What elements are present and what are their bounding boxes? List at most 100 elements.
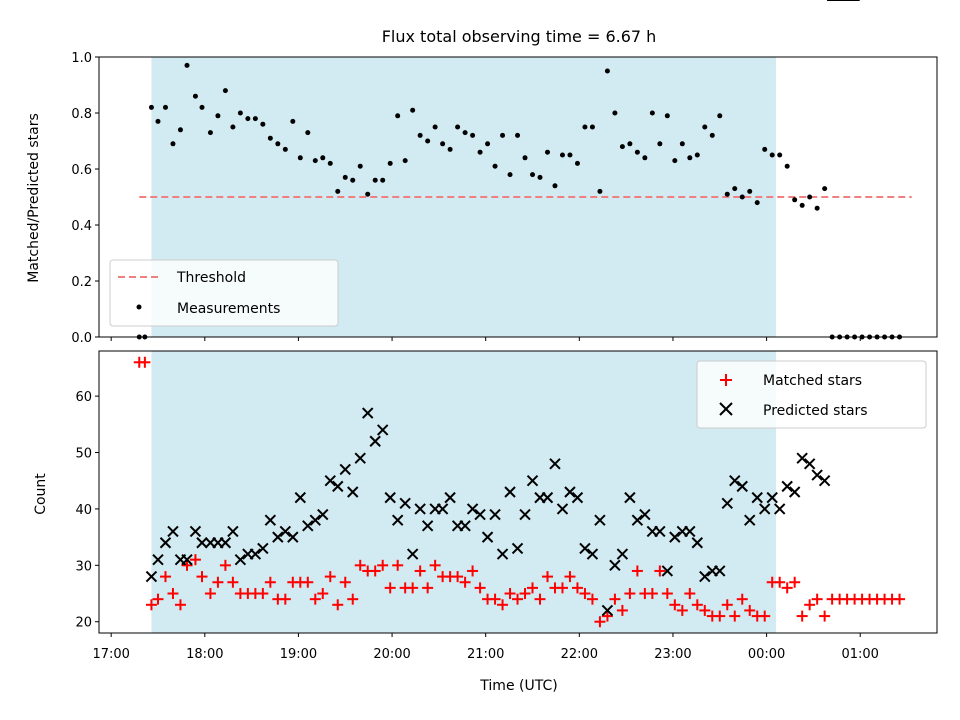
matched-star-point bbox=[159, 571, 171, 583]
x-tick-label: 20:00 bbox=[373, 647, 410, 662]
measurement-point bbox=[552, 183, 558, 189]
measurement-point bbox=[507, 172, 513, 178]
predicted-star-point bbox=[549, 458, 561, 470]
predicted-star-point bbox=[556, 503, 569, 515]
predicted-star-point bbox=[279, 525, 292, 538]
measurement-point bbox=[485, 141, 491, 147]
matched-star-point bbox=[204, 588, 216, 600]
matched-star-point bbox=[369, 565, 381, 577]
matched-star-point bbox=[534, 593, 546, 605]
measurement-point bbox=[649, 110, 655, 116]
predicted-star-point bbox=[541, 491, 554, 504]
matched-star-point bbox=[377, 559, 389, 571]
measurement-point bbox=[305, 130, 311, 136]
predicted-star-point bbox=[406, 548, 419, 560]
matched-star-point bbox=[339, 576, 351, 588]
measurement-point bbox=[604, 68, 610, 74]
matched-star-point bbox=[729, 610, 741, 622]
matched-star-point bbox=[324, 571, 336, 583]
predicted-star-point bbox=[481, 531, 494, 543]
predicted-star-point bbox=[571, 491, 584, 504]
measurement-point bbox=[350, 177, 356, 183]
predicted-stars-points bbox=[145, 0, 860, 617]
measurement-point bbox=[664, 113, 670, 119]
measurement-point bbox=[192, 93, 198, 99]
predicted-star-point bbox=[309, 514, 321, 526]
matched-star-point bbox=[541, 571, 553, 583]
measurement-point bbox=[342, 174, 348, 180]
observing-window-band bbox=[151, 351, 776, 633]
matched-star-point bbox=[714, 610, 726, 622]
predicted-star-point bbox=[616, 548, 629, 560]
measurement-point bbox=[417, 132, 423, 138]
matched-star-point bbox=[624, 588, 636, 600]
legend-matched-label: Matched stars bbox=[763, 373, 862, 389]
predicted-star-point bbox=[519, 508, 531, 521]
legend-predicted-label: Predicted stars bbox=[763, 403, 868, 419]
predicted-star-point bbox=[586, 548, 599, 560]
measurement-point bbox=[170, 141, 176, 147]
y-tick-label: 0.0 bbox=[71, 331, 92, 346]
predicted-star-point bbox=[317, 508, 329, 521]
measurement-point bbox=[290, 118, 296, 124]
x-tick-label: 21:00 bbox=[467, 647, 504, 662]
y-tick-label: 0.6 bbox=[71, 163, 92, 178]
measurement-point bbox=[732, 186, 738, 192]
measurement-point bbox=[747, 188, 753, 194]
matched-star-point bbox=[684, 588, 696, 600]
matched-star-point bbox=[264, 576, 276, 588]
measurement-point bbox=[387, 160, 393, 166]
predicted-star-point bbox=[391, 514, 404, 526]
matched-star-point bbox=[474, 582, 486, 594]
measurement-point bbox=[447, 146, 453, 152]
matched-star-point bbox=[676, 604, 688, 616]
measurement-point bbox=[822, 186, 828, 192]
predicted-star-point bbox=[811, 469, 823, 481]
matched-star-point bbox=[586, 593, 598, 605]
matched-star-point bbox=[654, 565, 666, 577]
predicted-star-point bbox=[796, 452, 808, 464]
measurement-point bbox=[739, 194, 745, 200]
matched-star-point bbox=[601, 610, 613, 622]
matched-star-point bbox=[819, 610, 831, 622]
matched-star-point bbox=[571, 582, 583, 594]
matched-star-point bbox=[774, 576, 786, 588]
measurement-point bbox=[237, 110, 243, 116]
predicted-star-point bbox=[287, 531, 299, 543]
matched-star-point bbox=[594, 616, 606, 628]
measurement-point bbox=[222, 88, 228, 94]
predicted-star-point bbox=[803, 458, 816, 470]
measurement-point bbox=[672, 158, 678, 164]
predicted-star-point bbox=[181, 553, 193, 566]
measurement-point bbox=[357, 163, 363, 169]
predicted-star-point bbox=[339, 463, 351, 476]
measurement-point bbox=[184, 62, 190, 68]
measurement-point bbox=[589, 124, 595, 130]
measurement-point bbox=[275, 141, 281, 147]
measurement-point bbox=[477, 149, 483, 155]
measurement-point bbox=[500, 132, 506, 138]
predicted-star-point bbox=[751, 491, 763, 504]
predicted-star-point bbox=[684, 525, 696, 538]
predicted-star-point bbox=[781, 480, 793, 493]
measurement-point bbox=[245, 116, 251, 122]
measurement-point bbox=[694, 152, 700, 158]
measurement-point bbox=[207, 130, 213, 136]
predicted-star-point bbox=[474, 508, 486, 521]
matched-star-point bbox=[489, 593, 501, 605]
predicted-star-point bbox=[444, 491, 456, 504]
predicted-star-point bbox=[669, 531, 681, 543]
matched-star-point bbox=[257, 588, 269, 600]
matched-star-point bbox=[347, 593, 359, 605]
measurement-point bbox=[177, 127, 183, 133]
predicted-star-point bbox=[196, 537, 208, 549]
measurement-point bbox=[619, 144, 625, 150]
matched-star-point bbox=[646, 588, 658, 600]
predicted-star-point bbox=[234, 553, 247, 566]
legend-predicted-swatch bbox=[719, 402, 733, 416]
legend-matched-swatch bbox=[720, 374, 732, 386]
matched-star-point bbox=[145, 599, 157, 611]
predicted-star-point bbox=[601, 604, 614, 617]
predicted-star-point bbox=[736, 480, 748, 493]
measurement-point bbox=[567, 152, 573, 158]
